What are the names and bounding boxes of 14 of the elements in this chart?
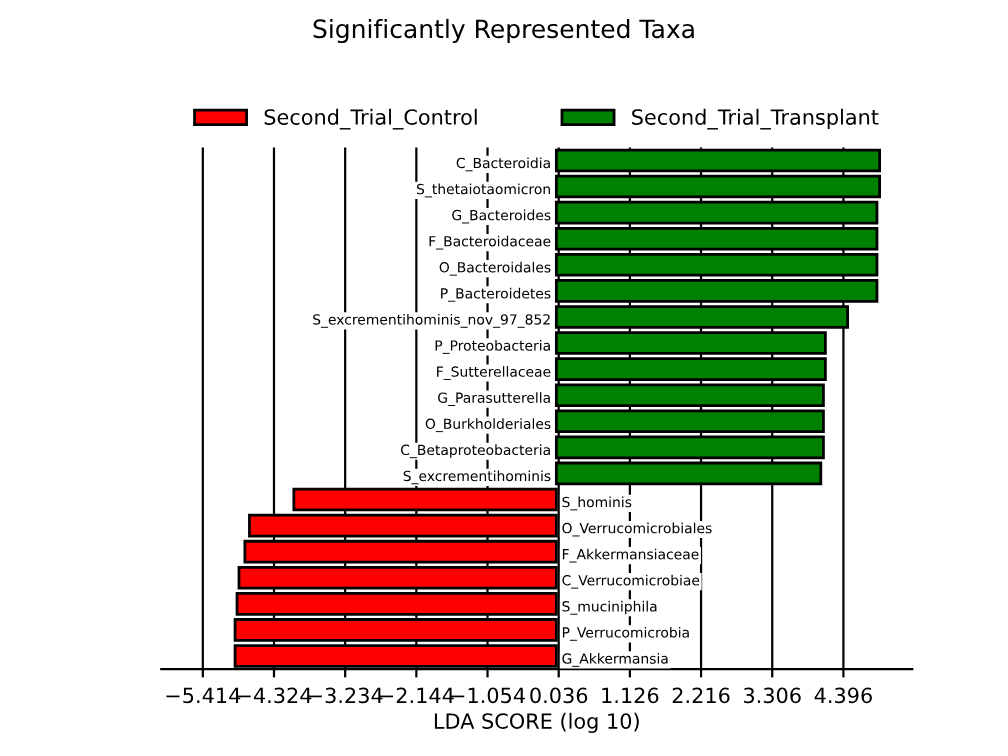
x-tick-label: −2.144 [380,687,454,703]
x-tick-label: 0.036 [530,687,588,704]
x-tick-label: −3.234 [308,687,383,704]
x-tick-label: −1.054 [451,687,525,704]
legend-label: Second_Trial_Transplant [632,108,879,130]
x-tick-label: 2.216 [672,687,730,704]
x-tick-label: 1.126 [602,687,659,704]
chart-title: Significantly Represented Taxa [313,18,694,44]
x-tick-label: −4.324 [237,687,312,704]
x-axis-title: LDA SCORE (log 10) [434,712,639,733]
x-tick-label: 3.306 [744,687,801,704]
legend-label: Second_Trial_Control [264,108,477,130]
x-tick-label: 4.396 [814,687,872,704]
x-tick-label: −5.414 [166,687,241,704]
